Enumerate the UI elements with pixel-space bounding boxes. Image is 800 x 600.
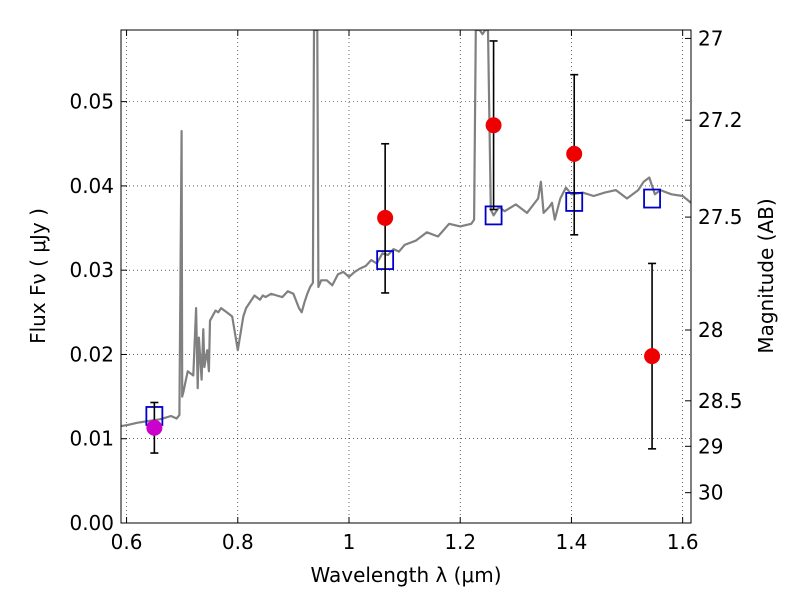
y-right-tick-label: 27 bbox=[698, 26, 723, 50]
series-group bbox=[121, 30, 691, 454]
x-tick-label: 1.4 bbox=[556, 530, 588, 554]
observed-flux-point bbox=[644, 348, 661, 365]
y-tick-label: 0.03 bbox=[69, 258, 114, 282]
plot-background bbox=[121, 30, 691, 523]
y-right-tick-label: 30 bbox=[698, 481, 723, 505]
model-spectrum-line bbox=[121, 30, 691, 428]
y-tick-label: 0.01 bbox=[69, 427, 114, 451]
y-tick-label: 0.04 bbox=[69, 174, 114, 198]
y-right-tick-label: 27.5 bbox=[698, 205, 743, 229]
y-right-tick-label: 28.5 bbox=[698, 389, 743, 413]
x-tick-label: 1.6 bbox=[667, 530, 699, 554]
observed-flux-point bbox=[485, 117, 502, 134]
y-right-axis-label: Magnitude (AB) bbox=[754, 198, 778, 353]
x-tick-label: 0.6 bbox=[111, 530, 143, 554]
y-tick-label: 0.05 bbox=[69, 90, 114, 114]
observed-flux-point bbox=[146, 419, 163, 436]
y-tick-label: 0.02 bbox=[69, 342, 114, 366]
y-right-tick-label: 27.2 bbox=[698, 108, 743, 132]
observed-flux-point bbox=[377, 209, 394, 226]
x-axis-label: Wavelength λ (μm) bbox=[310, 563, 501, 587]
observed-flux-point bbox=[566, 145, 583, 162]
x-tick-label: 0.8 bbox=[222, 530, 254, 554]
x-tick-label: 1.2 bbox=[444, 530, 476, 554]
axis-ticks: 0.6 0.8 1 1.2 1.4 1.6 0.00 0.01 0.02 0.03 0.04 0.05… bbox=[69, 26, 742, 554]
y-tick-label: 0.00 bbox=[69, 511, 114, 535]
plot-frame bbox=[120, 29, 692, 524]
y-right-tick-label: 28 bbox=[698, 318, 723, 342]
y-axis-label: Flux Fν ( μJy ) bbox=[26, 208, 50, 344]
plot-content bbox=[121, 30, 691, 454]
model-photometry-square bbox=[643, 188, 661, 209]
x-tick-label: 1 bbox=[343, 530, 356, 554]
y-right-tick-label: 29 bbox=[698, 434, 723, 458]
